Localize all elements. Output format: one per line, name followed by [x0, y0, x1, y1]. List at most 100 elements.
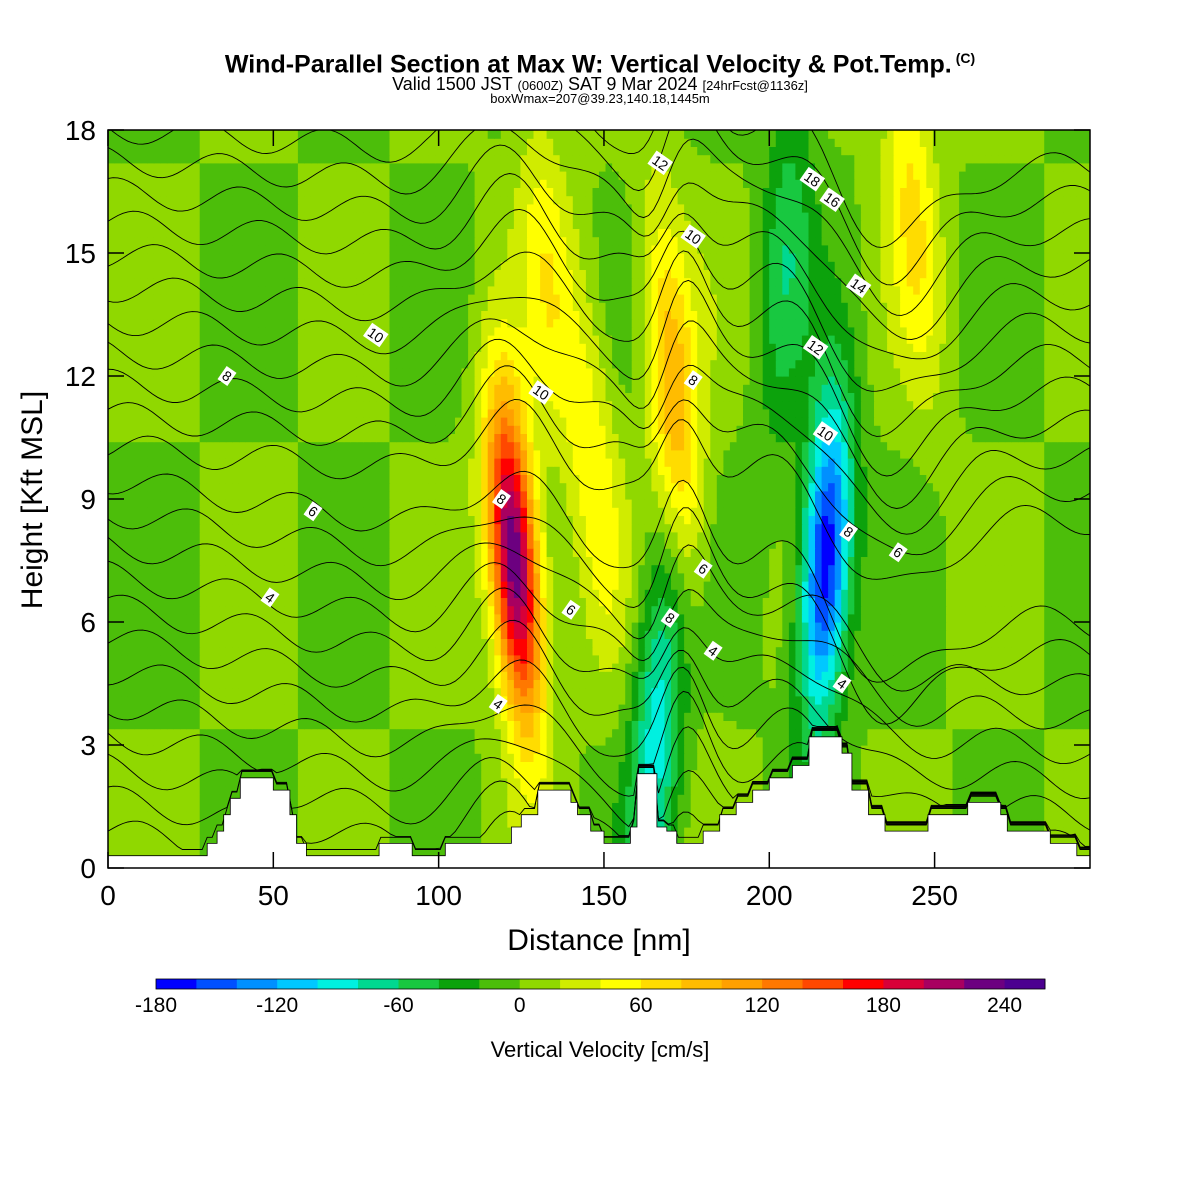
velocity-cell — [612, 769, 620, 779]
velocity-cell — [618, 794, 626, 803]
velocity-cell — [946, 769, 954, 779]
velocity-cell — [507, 605, 515, 615]
velocity-cell — [860, 728, 868, 738]
velocity-cell — [887, 646, 895, 656]
velocity-cell — [415, 736, 423, 746]
velocity-cell — [546, 654, 554, 664]
velocity-cell — [500, 630, 508, 639]
velocity-cell — [428, 753, 436, 762]
velocity-cell — [265, 605, 273, 615]
velocity-cell — [690, 605, 698, 615]
velocity-cell — [127, 843, 135, 853]
velocity-cell — [520, 654, 528, 664]
velocity-cell — [546, 597, 554, 607]
velocity-cell — [415, 827, 423, 836]
velocity-cell — [199, 687, 207, 697]
velocity-cell — [527, 704, 535, 713]
velocity-cell — [972, 753, 980, 762]
velocity-cell — [1044, 802, 1052, 812]
velocity-cell — [147, 720, 155, 730]
velocity-cell — [494, 786, 502, 795]
velocity-cell — [402, 679, 410, 689]
velocity-cell — [1083, 613, 1090, 623]
velocity-cell — [834, 613, 842, 623]
velocity-cell — [723, 605, 731, 615]
velocity-cell — [703, 802, 711, 812]
velocity-cell — [494, 745, 502, 754]
velocity-cell — [559, 646, 567, 656]
velocity-cell — [402, 638, 410, 648]
velocity-cell — [533, 712, 541, 721]
velocity-cell — [127, 777, 135, 787]
velocity-cell — [880, 687, 888, 697]
velocity-cell — [559, 605, 567, 615]
velocity-cell — [409, 769, 417, 779]
velocity-cell — [854, 679, 862, 689]
velocity-cell — [952, 679, 960, 689]
velocity-cell — [631, 605, 639, 615]
velocity-cell — [383, 777, 391, 787]
velocity-cell — [782, 622, 790, 631]
velocity-cell — [487, 695, 495, 705]
velocity-cell — [834, 638, 842, 648]
velocity-cell — [461, 777, 469, 787]
velocity-cell — [284, 687, 292, 697]
velocity-cell — [337, 638, 345, 648]
velocity-cell — [350, 843, 358, 853]
velocity-cell — [710, 769, 718, 779]
velocity-cell — [972, 687, 980, 697]
velocity-cell — [1004, 622, 1012, 631]
velocity-cell — [1057, 613, 1065, 623]
velocity-cell — [219, 802, 227, 812]
velocity-cell — [513, 687, 521, 697]
velocity-cell — [631, 671, 639, 680]
velocity-cell — [671, 597, 679, 607]
velocity-cell — [978, 720, 986, 730]
velocity-cell — [572, 613, 580, 623]
velocity-cell — [422, 777, 430, 787]
velocity-cell — [461, 736, 469, 746]
velocity-cell — [363, 786, 371, 795]
velocity-cell — [618, 835, 626, 844]
velocity-cell — [841, 630, 849, 639]
velocity-cell — [919, 654, 927, 664]
velocity-cell — [690, 786, 698, 795]
velocity-cell — [121, 646, 129, 656]
velocity-cell — [435, 786, 443, 795]
velocity-cell — [1063, 605, 1071, 615]
velocity-cell — [716, 753, 724, 762]
velocity-cell — [166, 728, 174, 738]
velocity-cell — [304, 777, 312, 787]
velocity-cell — [978, 687, 986, 697]
velocity-cell — [1070, 687, 1078, 697]
velocity-cell — [677, 777, 685, 787]
velocity-cell — [664, 720, 672, 730]
velocity-cell — [428, 745, 436, 754]
velocity-cell — [383, 753, 391, 762]
velocity-cell — [396, 818, 404, 828]
velocity-cell — [160, 704, 168, 713]
velocity-cell — [435, 663, 443, 672]
velocity-cell — [363, 827, 371, 836]
velocity-cell — [599, 671, 607, 680]
velocity-cell — [422, 736, 430, 746]
velocity-cell — [841, 745, 849, 754]
velocity-cell — [579, 630, 587, 639]
velocity-cell — [127, 704, 135, 713]
velocity-cell — [435, 810, 443, 820]
velocity-cell — [991, 663, 999, 672]
velocity-cell — [860, 687, 868, 697]
velocity-cell — [913, 687, 921, 697]
velocity-cell — [468, 786, 476, 795]
velocity-cell — [1050, 835, 1058, 844]
velocity-cell — [703, 613, 711, 623]
velocity-cell — [762, 695, 770, 705]
velocity-cell — [1004, 712, 1012, 721]
velocity-cell — [1076, 687, 1084, 697]
velocity-cell — [160, 769, 168, 779]
velocity-cell — [206, 605, 214, 615]
velocity-cell — [343, 597, 351, 607]
velocity-cell — [402, 704, 410, 713]
velocity-cell — [874, 597, 882, 607]
velocity-cell — [887, 613, 895, 623]
